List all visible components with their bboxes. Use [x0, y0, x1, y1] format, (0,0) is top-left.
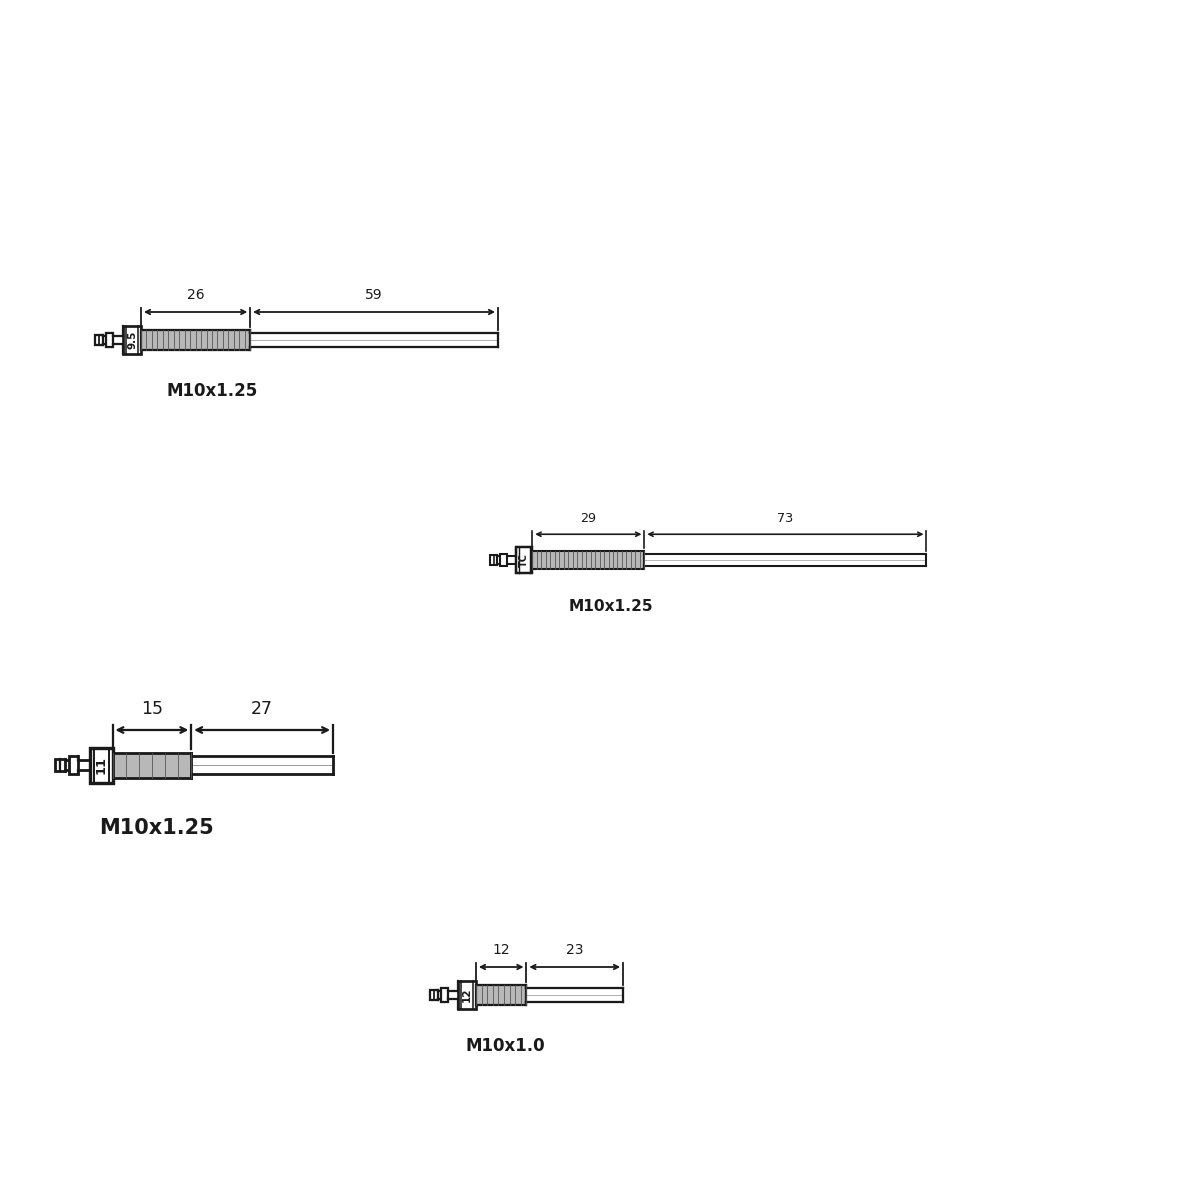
Bar [113, 752, 191, 778]
Text: 29: 29 [581, 512, 596, 526]
Text: 9.5: 9.5 [127, 331, 137, 349]
Text: 12: 12 [492, 943, 510, 958]
Text: 26: 26 [187, 288, 204, 302]
Bar [516, 547, 533, 572]
Text: M10x1.0: M10x1.0 [466, 1037, 545, 1055]
Bar [124, 326, 142, 354]
Text: 23: 23 [566, 943, 583, 958]
Bar [533, 551, 644, 569]
Text: 15: 15 [140, 700, 163, 718]
Bar [476, 985, 527, 1006]
Bar [68, 756, 78, 774]
Bar [458, 982, 476, 1009]
Text: 12: 12 [462, 988, 472, 1002]
Bar [142, 330, 250, 350]
Text: TC: TC [520, 553, 529, 566]
Bar [55, 758, 65, 772]
Bar [442, 988, 448, 1002]
Bar [95, 335, 103, 346]
Text: 73: 73 [778, 512, 793, 526]
Bar [490, 556, 497, 565]
Text: 27: 27 [251, 700, 274, 718]
Text: 59: 59 [365, 288, 383, 302]
Bar [90, 748, 113, 782]
Text: M10x1.25: M10x1.25 [569, 599, 654, 613]
Bar [106, 332, 113, 347]
Bar [500, 553, 506, 566]
Text: M10x1.25: M10x1.25 [100, 817, 214, 838]
Text: M10x1.25: M10x1.25 [167, 382, 258, 400]
Text: 11: 11 [95, 756, 108, 774]
Bar [430, 990, 438, 1000]
